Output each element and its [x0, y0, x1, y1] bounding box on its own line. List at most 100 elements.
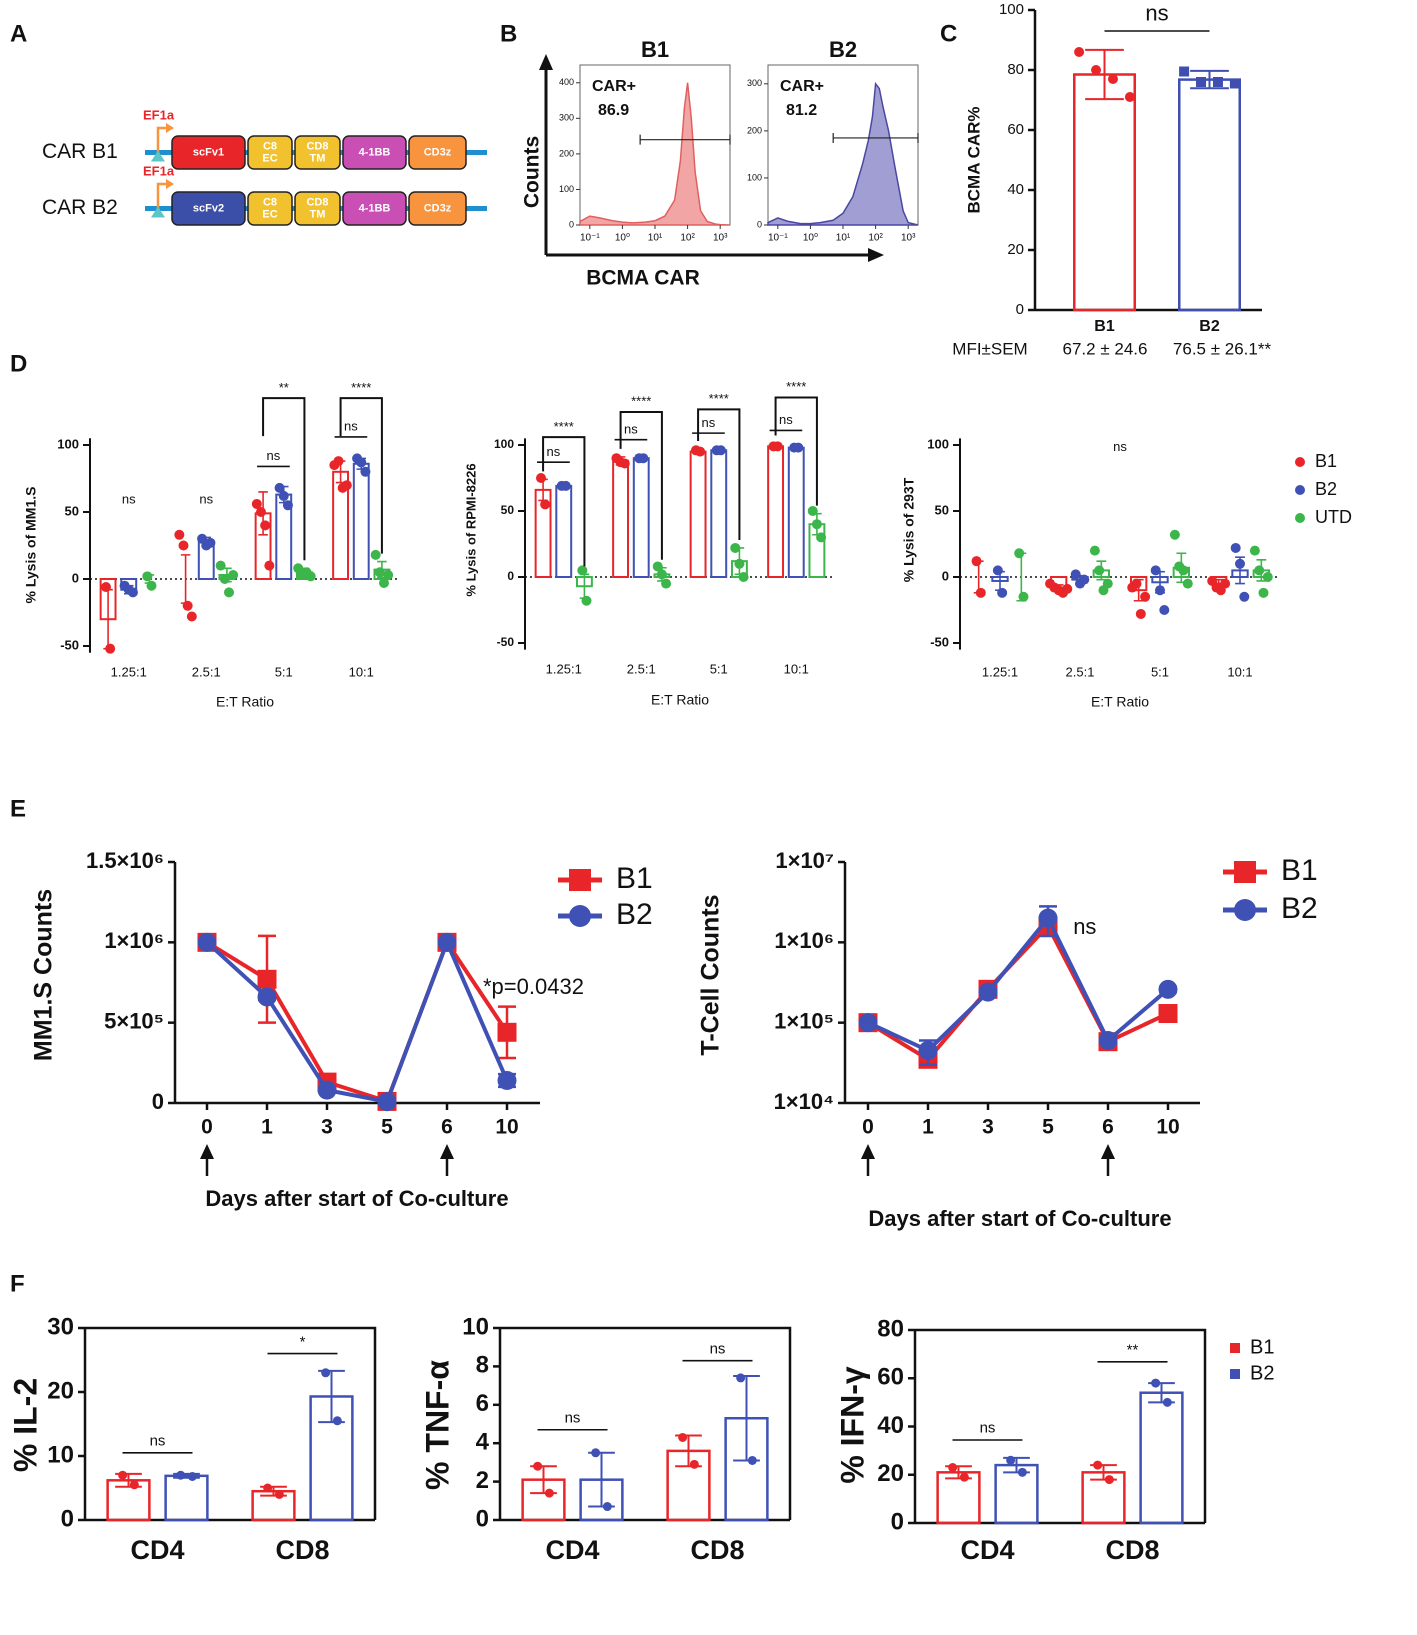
legend-marker	[1234, 861, 1256, 883]
y-tick-label: 300	[747, 78, 762, 88]
data-point	[1062, 583, 1073, 594]
panel-label: E	[10, 795, 26, 822]
data-point	[1131, 578, 1142, 589]
legend-marker	[1295, 485, 1305, 495]
day-arrowhead	[200, 1144, 214, 1159]
data-point	[305, 571, 316, 582]
domain	[408, 191, 467, 226]
data-point	[736, 1373, 746, 1383]
data-point	[383, 569, 394, 580]
domain	[342, 135, 407, 170]
domain-label: CD3z	[424, 202, 452, 214]
legend-marker	[1230, 1343, 1240, 1353]
data-point	[1254, 565, 1265, 576]
y-tick-label: 200	[747, 125, 762, 135]
data-point	[1159, 605, 1170, 615]
x-axis-label: Days after start of Co-culture	[868, 1206, 1171, 1231]
data-point	[174, 529, 185, 540]
data-point	[274, 482, 285, 493]
data-point	[1220, 578, 1231, 589]
series-line	[867, 914, 1170, 1053]
legend-label: B2	[1315, 479, 1337, 499]
domain	[247, 191, 293, 226]
y-tick-label: 2	[476, 1467, 489, 1494]
x-axis-label: E:T Ratio	[216, 694, 274, 710]
y-tick-label: 1.5×10⁶	[86, 848, 164, 873]
data-point	[536, 473, 547, 483]
data-point	[1158, 979, 1178, 999]
gate-label: CAR+	[780, 78, 824, 95]
x-tick-label: B1	[1094, 318, 1115, 335]
data-point	[1140, 591, 1151, 602]
x-tick-label: 2.5:1	[627, 661, 656, 676]
x-tick-label: 10³	[901, 233, 916, 244]
x-axis-label: E:T Ratio	[651, 692, 709, 708]
flow-x-label: BCMA CAR	[586, 267, 700, 290]
data-point	[591, 1448, 601, 1458]
significance-label: ns	[980, 1420, 996, 1437]
data-point	[1182, 578, 1193, 589]
y-tick-label: 1×10⁵	[774, 1008, 834, 1033]
data-point	[1135, 608, 1146, 619]
significance-line	[697, 408, 741, 540]
significance-label: ns	[1145, 0, 1168, 25]
legend-label: B1	[1315, 451, 1337, 471]
series-line	[205, 937, 509, 1104]
panel-label: C	[940, 20, 957, 47]
y-tick-label: 300	[559, 113, 574, 123]
data-point	[738, 572, 749, 582]
bar	[632, 457, 650, 579]
data-point	[997, 587, 1008, 598]
legend-marker	[569, 905, 591, 927]
domain	[171, 191, 246, 226]
y-tick-label: 0	[72, 570, 79, 585]
mfi-label: MFI±SEM	[952, 339, 1027, 358]
data-point	[360, 466, 371, 477]
data-point	[1150, 565, 1161, 576]
data-point	[948, 1463, 958, 1473]
y-tick-label: 100	[559, 184, 574, 194]
y-tick-label: 10	[462, 1313, 489, 1340]
significance-line	[774, 396, 818, 506]
data-point	[497, 1022, 517, 1042]
data-point	[1179, 66, 1190, 77]
y-axis-label: % IL-2	[7, 1378, 43, 1472]
significance-line	[262, 397, 306, 561]
y-tick-label: 100	[494, 437, 514, 451]
legend-label: B1	[616, 862, 653, 895]
significance-label: ****	[631, 394, 651, 409]
data-point	[811, 519, 822, 530]
data-point	[228, 569, 239, 580]
x-tick-label: 0	[862, 1116, 874, 1139]
error-bar	[1085, 48, 1124, 101]
data-point	[1262, 572, 1273, 582]
x-tick-label: 5	[381, 1116, 393, 1139]
domain-label: TM	[310, 208, 326, 220]
data-point	[101, 582, 112, 593]
domain-label: CD8	[306, 196, 328, 208]
data-point	[256, 507, 267, 517]
x-tick-label: CD4	[130, 1535, 184, 1565]
promoter-arrow	[156, 182, 168, 209]
y-tick-label: -50	[930, 634, 949, 649]
y-tick-label: 6	[476, 1390, 489, 1417]
y-tick-label: 4	[476, 1429, 490, 1456]
x-tick-label: 1.25:1	[111, 664, 147, 679]
data-point	[437, 932, 457, 952]
domain-label: CD8	[306, 140, 328, 152]
data-point	[257, 969, 277, 989]
bar	[1178, 78, 1241, 312]
bar	[1073, 73, 1136, 312]
x-tick-label: 6	[1102, 1116, 1114, 1139]
y-tick-label: 80	[1007, 61, 1024, 78]
x-tick-label: 1	[922, 1116, 934, 1139]
y-tick-label: 200	[559, 148, 574, 158]
data-point	[656, 569, 667, 580]
y-tick-label: 20	[877, 1460, 904, 1487]
x-tick-label: 1	[261, 1116, 273, 1139]
y-axis-label: % Lysis of 293T	[901, 477, 917, 582]
data-point	[807, 506, 818, 516]
data-point	[678, 1432, 688, 1442]
y-tick-label: 0	[891, 1508, 904, 1535]
arrowhead	[868, 248, 884, 262]
